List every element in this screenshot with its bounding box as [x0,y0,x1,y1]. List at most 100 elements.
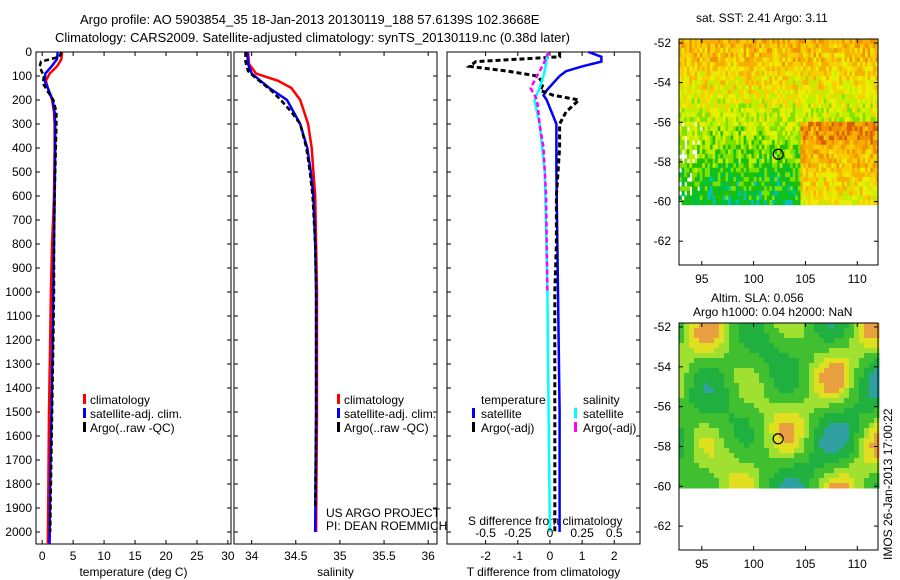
sst-cell [787,186,791,192]
sla-cell [769,403,775,409]
sst-cell [679,62,683,68]
sst-cell [697,200,701,206]
sla-cell [689,388,695,394]
sst-cell [681,71,685,77]
sla-cell [689,363,695,369]
sla-cell [774,418,780,424]
sla-cell [849,348,855,354]
sst-cell [818,94,822,100]
sst-cell [738,43,742,49]
sst-cell [699,108,703,114]
sst-cell [841,85,845,91]
sst-cell [702,62,706,68]
sla-cell [869,368,875,374]
sst-cell [857,144,861,150]
sla-cell [699,463,705,469]
sla-cell [804,343,810,349]
sst-cell [746,163,750,169]
sst-cell [684,62,688,68]
sst-cell [715,149,719,155]
sla-cell [854,368,860,374]
sla-cell [774,328,780,334]
sla-cell [804,433,810,439]
sst-cell [697,154,701,160]
sst-cell [764,126,768,132]
sst-cell [699,62,703,68]
title-line2: Climatology: CARS2009. Satellite-adjuste… [55,30,570,45]
sst-cell [756,195,760,201]
sst-cell [746,62,750,68]
sla-cell [739,383,745,389]
sst-cell [761,98,765,104]
sla-cell [809,473,815,479]
sla-cell [804,423,810,429]
sla-cell [709,478,715,484]
sst-cell [691,108,696,114]
sst-cell [751,94,755,100]
sst-cell [697,80,701,86]
sst-cell [699,149,703,155]
sla-cell [774,368,780,374]
sst-cell [735,52,740,58]
sst-cell [774,85,778,91]
sst-cell [805,144,809,150]
sla-cell [724,338,730,344]
sla-cell [824,418,830,424]
sla-cell [829,403,835,409]
sla-cell [704,323,710,329]
sla-cell [859,448,865,454]
sst-cell [697,108,701,114]
sst-cell [691,112,696,118]
sst-cell [715,94,719,100]
sst-cell [769,112,773,118]
sst-cell [756,121,760,127]
sst-cell [865,131,869,137]
sla-cell [784,483,790,489]
s-tick-label: -0.5 [475,526,496,540]
sst-cell [782,85,786,91]
sst-cell [717,43,721,49]
sla-cell [869,353,875,359]
sst-cell [790,144,794,150]
sla-cell [819,408,825,414]
sst-cell [875,200,879,206]
sst-cell [746,126,750,132]
sst-cell [841,52,845,58]
sst-cell [836,131,840,137]
sst-cell [774,108,778,114]
sst-cell [797,48,802,54]
sst-cell [831,52,835,58]
sla-cell [699,343,705,349]
sst-cell [875,108,879,114]
sla-cell [679,368,685,374]
sst-cell [777,154,781,160]
sst-cell [823,186,827,192]
sst-cell [808,200,812,206]
sst-cell [697,126,701,132]
sla-cell [709,378,715,384]
sst-cell [795,80,799,86]
sla-cell [694,398,700,404]
sst-cell [828,144,833,150]
sst-cell [722,158,727,164]
sst-cell [787,89,791,95]
sla-cell [814,443,820,449]
sla-cell [789,328,795,334]
sla-cell [729,418,735,424]
sst-cell [735,57,740,63]
sst-cell [702,103,706,109]
sla-cell [749,353,755,359]
sla-cell [804,363,810,369]
series-line-t-satellite [541,50,603,532]
sst-cell [707,112,711,118]
sst-cell [792,117,796,123]
sla-cell [854,353,860,359]
sst-cell [872,75,876,81]
sst-cell [826,117,830,123]
sst-cell [787,135,791,141]
sst-cell [751,121,755,127]
sst-cell [707,126,711,132]
sst-cell [862,43,866,49]
sst-cell [772,89,776,95]
sst-cell [769,126,773,132]
